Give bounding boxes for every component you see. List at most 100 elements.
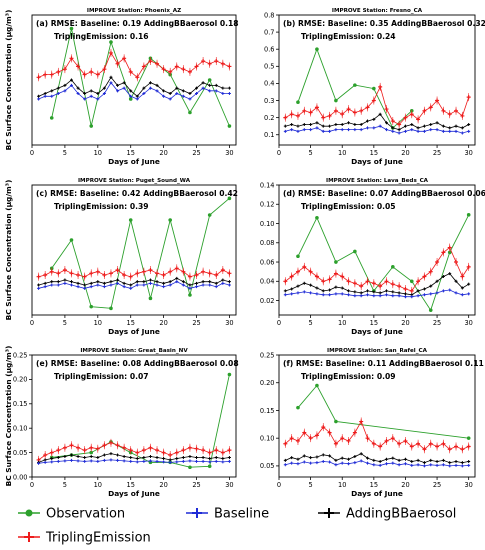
panel-c-series-baseline xyxy=(37,280,231,290)
panel-d-addingbbaerosol-point xyxy=(283,289,287,293)
panel-e-baseline-point xyxy=(214,459,218,463)
panel-b-baseline-point xyxy=(429,128,433,132)
panel-e-baseline-point xyxy=(162,460,166,464)
panel-f-observation-point xyxy=(466,436,471,440)
panel-a-addingbbaerosol-point xyxy=(195,86,199,90)
panel-c-triplingemission-line xyxy=(38,267,230,278)
panel-d-observation-point xyxy=(353,249,357,254)
panel-f-addingbbaerosol-point xyxy=(460,461,464,465)
panel-c-baseline-point xyxy=(69,283,73,287)
panel-b-addingbbaerosol-point xyxy=(309,122,313,126)
panel-f-observation-point xyxy=(296,405,300,410)
panel-c-baseline-point xyxy=(214,285,218,289)
panel-e-addingbbaerosol-point xyxy=(221,456,225,460)
panel-e-addingbbaerosol-point xyxy=(208,456,212,460)
panel-a-addingbbaerosol-point xyxy=(214,83,218,87)
panel-e-addingbbaerosol-point xyxy=(227,455,231,459)
panel-d-observation-line xyxy=(297,214,470,312)
panel-a-xtick-label: 5 xyxy=(63,149,67,157)
panel-b-xtick-label: 5 xyxy=(309,149,313,157)
panel-f-baseline-point xyxy=(309,461,313,465)
panel-a-addingbbaerosol-point xyxy=(122,81,126,85)
panel-a-baseline-point xyxy=(129,94,133,98)
panel-e-addingbbaerosol-point xyxy=(116,453,120,457)
panel-c-addingbbaerosol-point xyxy=(43,281,47,285)
panel-e-observation-line xyxy=(51,374,230,468)
panel-d-addingbbaerosol-point xyxy=(378,291,382,295)
panel-e-baseline-point xyxy=(56,459,60,463)
panel-e-ylabel: BC Surface Concentration (μg/m³) xyxy=(4,346,13,487)
panel-d-baseline-point xyxy=(467,292,471,296)
panel-b-baseline-point xyxy=(467,129,471,133)
panel-d-addingbbaerosol-point xyxy=(448,272,452,276)
panel-c-observation-point xyxy=(207,213,212,217)
panel-c-rmse-line2: TriplingEmission: 0.39 xyxy=(54,202,149,211)
panel-c-baseline-line xyxy=(38,281,230,289)
panel-b-baseline-point xyxy=(334,128,338,132)
panel-d-baseline-point xyxy=(410,295,414,299)
legend-label-addingbbaerosol: AddingBBaerosol xyxy=(346,507,456,522)
panel-c-baseline-point xyxy=(109,283,113,287)
panel-f-addingbbaerosol-point xyxy=(359,452,363,456)
panel-f-xtick-label: 15 xyxy=(370,481,378,489)
panel-a-addingbbaerosol-point xyxy=(116,83,120,87)
panel-c-addingbbaerosol-point xyxy=(227,280,231,284)
panel-f-baseline-point xyxy=(429,463,433,467)
panel-f-addingbbaerosol-point xyxy=(422,461,426,465)
panel-b-addingbbaerosol-point xyxy=(372,117,376,121)
panel-b-addingbbaerosol-point xyxy=(334,122,338,126)
panel-b-addingbbaerosol-point xyxy=(340,122,344,126)
panel-d-observation-point xyxy=(409,279,414,284)
panel-d: IMPROVE Station: Lava_Beds_CA 0 5 10 15 20 25 3… xyxy=(260,178,485,336)
legend-marker-baseline xyxy=(192,508,202,518)
panel-f-addingbbaerosol-point xyxy=(372,458,376,462)
panel-c-baseline-point xyxy=(162,285,166,289)
panel-b-ytick-label: 0.4 xyxy=(264,80,275,88)
panel-e-baseline-point xyxy=(201,459,205,463)
panel-d-baseline-point xyxy=(366,293,370,297)
legend-marker-triplingemission xyxy=(24,532,34,542)
panel-f-xtick-label: 25 xyxy=(433,481,441,489)
panel-f-addingbbaerosol-point xyxy=(321,453,325,457)
panel-a-xtick-label: 25 xyxy=(192,149,200,157)
panel-d-xtick-label: 0 xyxy=(277,319,281,327)
panel-a-baseline-point xyxy=(221,92,225,96)
panel-b-addingbbaerosol-point xyxy=(384,121,388,125)
panel-f-xtick-label: 30 xyxy=(464,481,472,489)
panel-b-observation-point xyxy=(334,98,338,103)
panel-f-ytick-label: 0.05 xyxy=(260,462,275,470)
panel-e-addingbbaerosol-point xyxy=(188,455,192,459)
panel-f-baseline-point xyxy=(283,463,287,467)
panel-d-addingbbaerosol-point xyxy=(366,289,370,293)
panel-d-baseline-point xyxy=(384,293,388,297)
panel-e-baseline-point xyxy=(50,460,54,464)
panel-e-addingbbaerosol-point xyxy=(69,453,73,457)
panel-f-addingbbaerosol-point xyxy=(448,461,452,465)
panel-d-addingbbaerosol-point xyxy=(384,289,388,293)
panel-a-addingbbaerosol-point xyxy=(63,83,67,87)
panel-d-triplingemission-line xyxy=(285,246,470,292)
panel-b-observation-point xyxy=(315,47,319,52)
panel-f-xlabel: Days of June xyxy=(351,489,403,498)
panel-d-ytick-label: 0.02 xyxy=(260,297,275,305)
panel-b-rmse-line2: TriplingEmission: 0.24 xyxy=(301,32,396,41)
panel-f-baseline-point xyxy=(448,464,452,468)
panel-f-baseline-point xyxy=(454,463,458,467)
panel-e-series-triplingemission xyxy=(36,438,232,464)
panel-e-baseline-point xyxy=(181,459,185,463)
panel-f-baseline-point xyxy=(372,463,376,467)
panel-f-addingbbaerosol-point xyxy=(384,457,388,461)
panel-e-baseline-point xyxy=(155,459,159,463)
panel-a-baseline-point xyxy=(116,89,120,93)
panel-e-baseline-point xyxy=(221,460,225,464)
panel-f-baseline-point xyxy=(334,463,338,467)
panel-d-baseline-point xyxy=(309,291,313,295)
panel-b-baseline-point xyxy=(416,129,420,133)
panel-b-baseline-point xyxy=(328,129,332,133)
panel-a-baseline-line xyxy=(38,82,230,100)
panel-b-series-triplingemission xyxy=(283,82,471,129)
panel-d-baseline-point xyxy=(340,292,344,296)
panel-a-observation-point xyxy=(89,124,94,128)
panel-f-baseline-point xyxy=(302,460,306,464)
panel-f-addingbbaerosol-point xyxy=(416,458,420,462)
